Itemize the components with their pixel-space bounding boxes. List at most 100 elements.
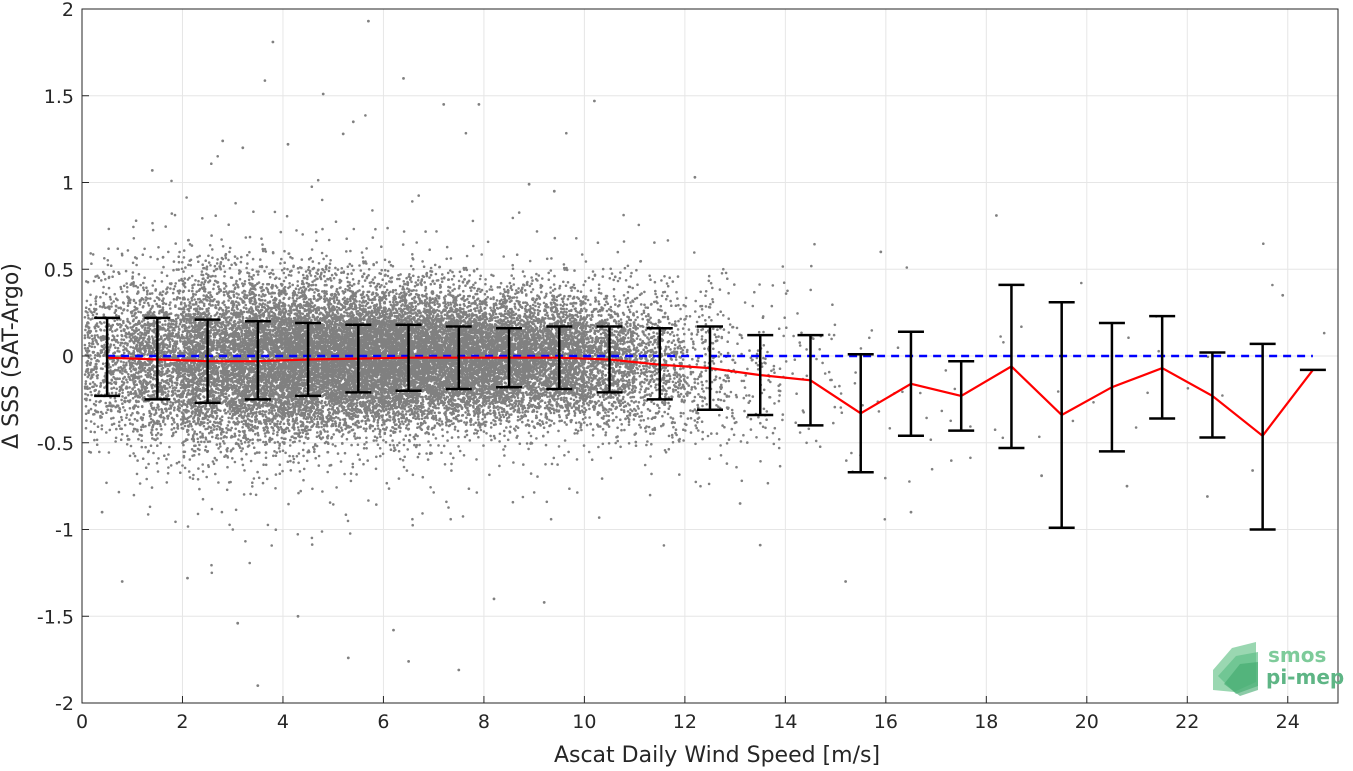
scatter-point [229, 407, 232, 410]
scatter-point [226, 340, 229, 343]
scatter-point [166, 401, 169, 404]
scatter-point [213, 329, 216, 332]
scatter-point [221, 415, 224, 418]
scatter-point [133, 494, 136, 497]
scatter-point [202, 345, 205, 348]
scatter-point [231, 417, 234, 420]
scatter-point [228, 327, 231, 330]
scatter-point [184, 286, 187, 289]
scatter-point [117, 378, 120, 381]
scatter-point [110, 302, 113, 305]
scatter-point [225, 385, 228, 388]
scatter-point [175, 387, 178, 390]
scatter-point [136, 430, 139, 433]
scatter-point [242, 316, 245, 319]
scatter-point [135, 219, 138, 222]
scatter-point [240, 331, 243, 334]
scatter-point [120, 416, 123, 419]
scatter-point [225, 454, 228, 457]
scatter-point [183, 367, 186, 370]
scatter-point [212, 341, 215, 344]
scatter-point [150, 405, 153, 408]
scatter-point [204, 408, 207, 411]
scatter-point [134, 455, 137, 458]
scatter-point [115, 428, 118, 431]
scatter-point [251, 268, 254, 271]
scatter-point [174, 285, 177, 288]
scatter-point [212, 398, 215, 401]
scatter-point [115, 314, 118, 317]
scatter-point [187, 264, 190, 267]
scatter-point [116, 328, 119, 331]
scatter-point [124, 424, 127, 427]
scatter-point [189, 302, 192, 305]
scatter-point [123, 308, 126, 311]
scatter-point [89, 318, 92, 321]
scatter-point [220, 323, 223, 326]
scatter-point [145, 286, 148, 289]
scatter-point [134, 418, 137, 421]
scatter-point [228, 251, 231, 254]
scatter-point [185, 347, 188, 350]
scatter-point [240, 261, 243, 264]
scatter-point [204, 416, 207, 419]
scatter-point [194, 408, 197, 411]
scatter-point [157, 457, 160, 460]
scatter-point [214, 304, 217, 307]
scatter-point [126, 290, 129, 293]
scatter-point [214, 265, 217, 268]
scatter-point [169, 378, 172, 381]
scatter-point [182, 336, 185, 339]
scatter-point [142, 253, 145, 256]
scatter-point [216, 262, 219, 265]
scatter-point [114, 397, 117, 400]
scatter-point [241, 426, 244, 429]
scatter-point [138, 273, 141, 276]
scatter-point [171, 384, 174, 387]
scatter-point [153, 438, 156, 441]
scatter-point [193, 308, 196, 311]
scatter-point [234, 428, 237, 431]
scatter-point [227, 346, 230, 349]
scatter-point [212, 370, 215, 373]
scatter-point [235, 300, 238, 303]
scatter-point [218, 388, 221, 391]
scatter-point [205, 314, 208, 317]
scatter-point [223, 343, 226, 346]
scatter-point [189, 476, 192, 479]
scatter-point [198, 396, 201, 399]
scatter-point [204, 449, 207, 452]
scatter-point [210, 344, 213, 347]
scatter-point [188, 374, 191, 377]
scatter-point [117, 359, 120, 362]
scatter-point [164, 362, 167, 365]
scatter-point [168, 304, 171, 307]
scatter-point [142, 417, 145, 420]
scatter-point [160, 390, 163, 393]
scatter-point [229, 401, 232, 404]
scatter-point [118, 350, 121, 353]
scatter-point [206, 422, 209, 425]
scatter-point [232, 284, 235, 287]
scatter-point [226, 489, 229, 492]
scatter-point [172, 269, 175, 272]
scatter-point [106, 408, 109, 411]
scatter-point [162, 419, 165, 422]
scatter-point [84, 334, 87, 337]
scatter-point [113, 381, 116, 384]
scatter-point [242, 407, 245, 410]
scatter-point [197, 422, 200, 425]
scatter-point [129, 422, 132, 425]
scatter-point [157, 246, 160, 249]
scatter-point [126, 309, 129, 312]
scatter-point [184, 330, 187, 333]
scatter-point [220, 451, 223, 454]
scatter-point [93, 337, 96, 340]
scatter-point [196, 438, 199, 441]
scatter-point [202, 498, 205, 501]
scatter-point [224, 336, 227, 339]
scatter-point [187, 239, 190, 242]
scatter-point [174, 348, 177, 351]
scatter-point [223, 324, 226, 327]
scatter-point [188, 330, 191, 333]
